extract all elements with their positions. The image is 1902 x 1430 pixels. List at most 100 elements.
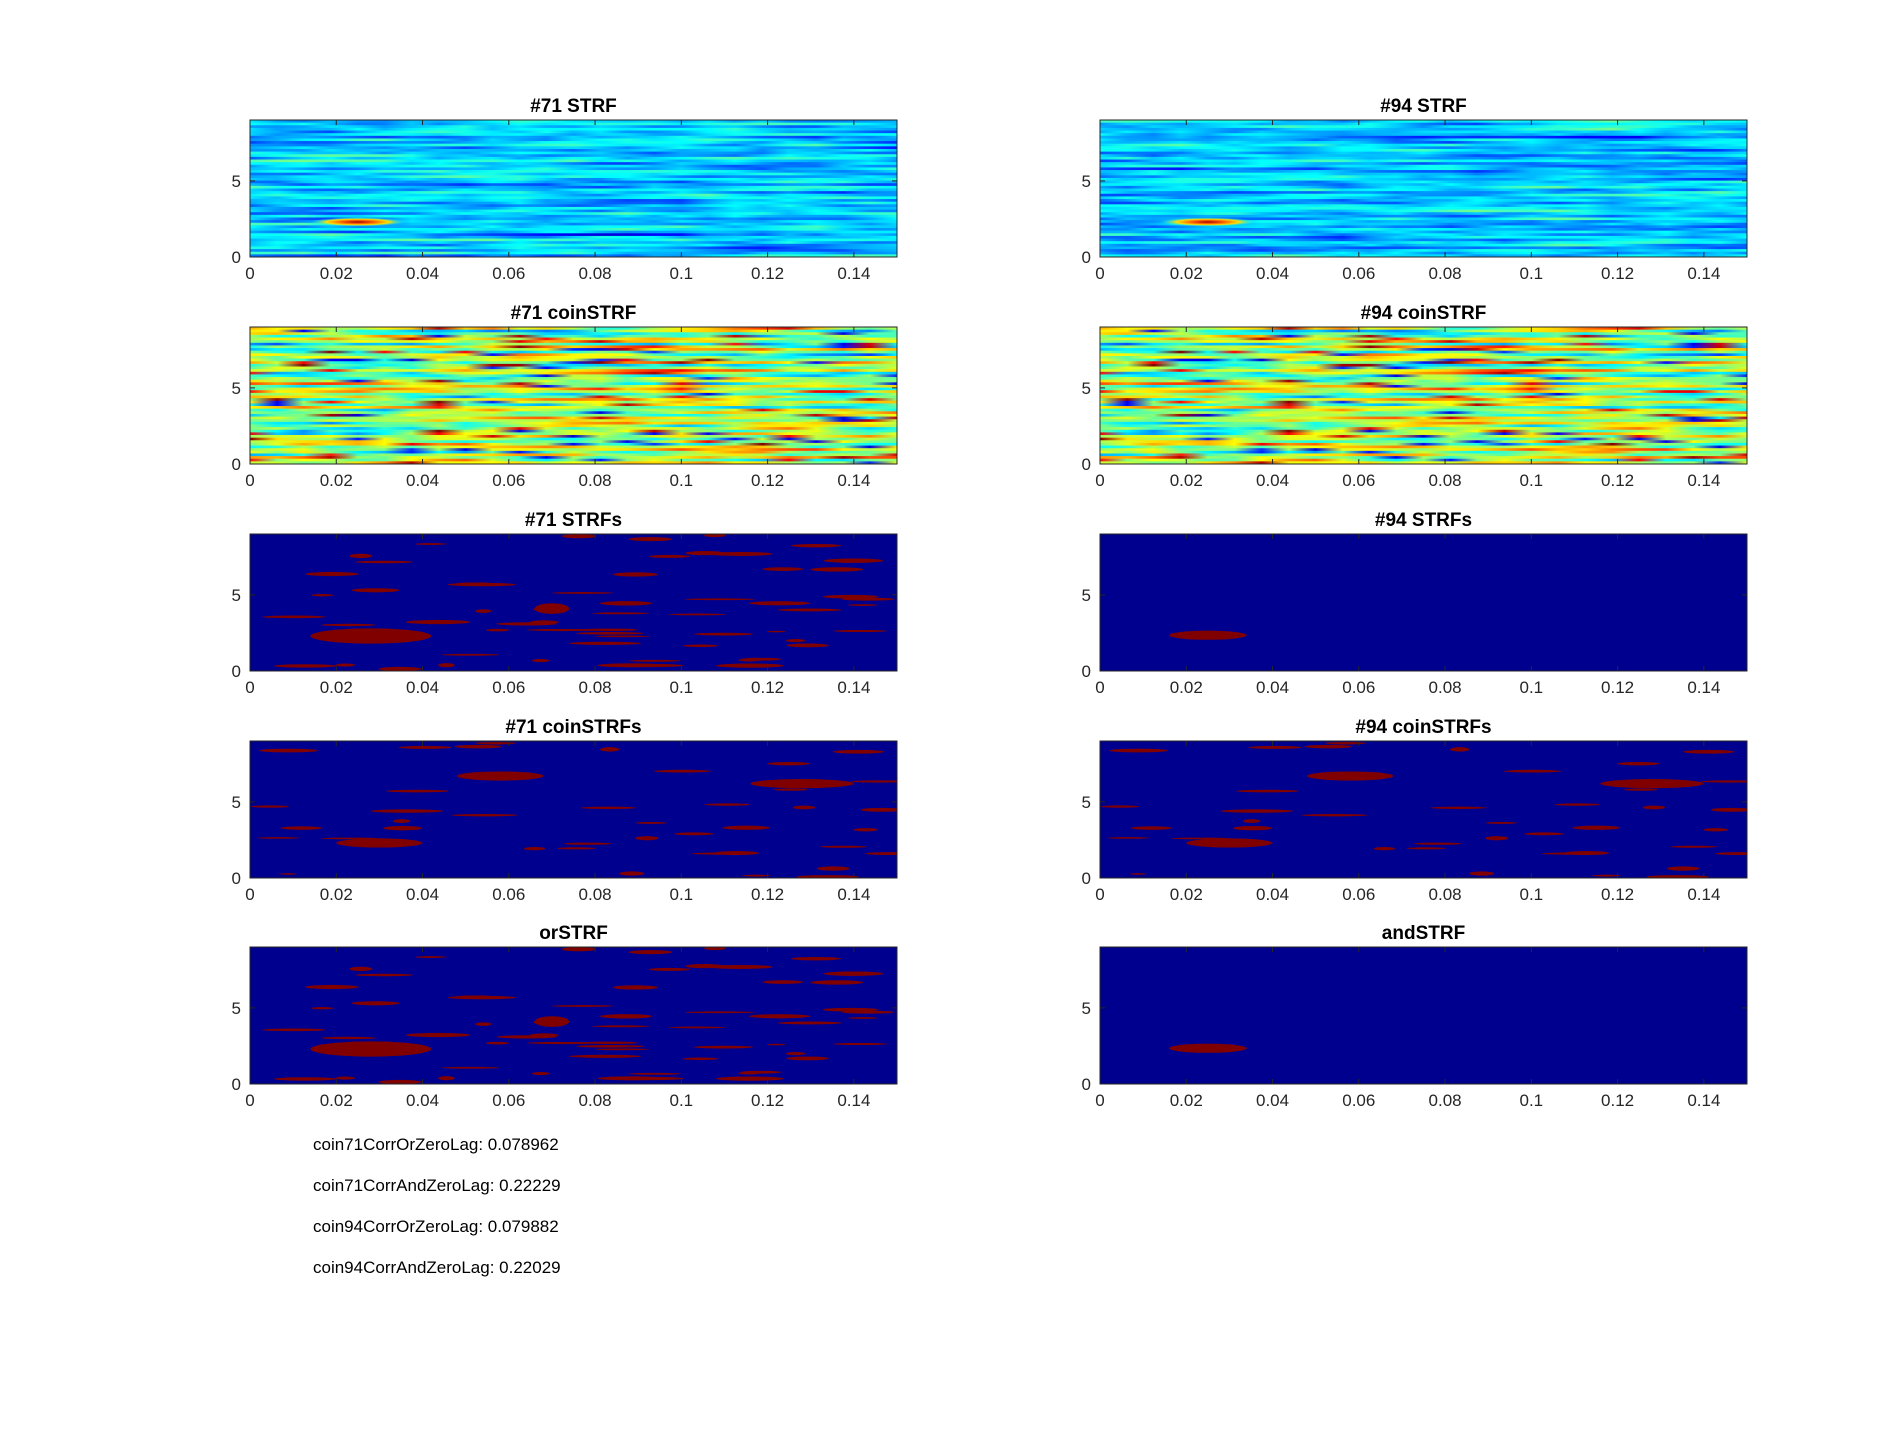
y-tick-label: 5 bbox=[1082, 999, 1091, 1018]
x-tick-label: 0.1 bbox=[670, 1091, 694, 1110]
active-streak bbox=[785, 639, 806, 643]
y-tick-label: 5 bbox=[1082, 379, 1091, 398]
active-streak bbox=[1450, 747, 1470, 752]
active-streak bbox=[635, 821, 668, 824]
subplot-title: #94 coinSTRF bbox=[1361, 303, 1487, 324]
active-streak bbox=[1700, 780, 1747, 783]
active-streak bbox=[822, 1007, 879, 1012]
active-streak bbox=[1503, 769, 1562, 773]
active-streak bbox=[693, 1045, 754, 1049]
x-tick-label: 0.06 bbox=[492, 885, 525, 904]
active-streak bbox=[823, 558, 884, 563]
subplot-4: #71 STRFs 0 0.02 0.04 0.06 0.08 0.1 0.12 0.14 0 5 bbox=[232, 510, 898, 697]
x-tick-label: 0 bbox=[1095, 264, 1104, 283]
active-streak bbox=[305, 571, 359, 577]
subplot-title: #71 coinSTRF bbox=[511, 303, 637, 324]
active-streak bbox=[790, 543, 842, 548]
subplot-title: orSTRF bbox=[539, 923, 608, 944]
x-tick-label: 0.04 bbox=[1256, 1091, 1289, 1110]
x-tick-label: 0.06 bbox=[1342, 471, 1375, 490]
subplot-0: #71 STRF 0 0.02 0.04 0.06 0.08 0.1 0.12 0.14 0 5 bbox=[232, 96, 898, 283]
active-streak bbox=[438, 1076, 455, 1081]
active-streak bbox=[777, 1021, 842, 1025]
y-tick-label: 0 bbox=[1082, 869, 1091, 888]
y-tick-label: 0 bbox=[1082, 662, 1091, 681]
x-tick-label: 0.14 bbox=[1687, 1091, 1720, 1110]
y-tick-label: 0 bbox=[232, 455, 241, 474]
x-tick-label: 0.04 bbox=[1256, 678, 1289, 697]
active-streak bbox=[561, 947, 596, 952]
active-streak bbox=[1304, 744, 1353, 749]
x-tick-label: 0 bbox=[245, 1091, 254, 1110]
active-streak bbox=[454, 744, 503, 749]
active-streak bbox=[568, 1054, 642, 1058]
active-streak bbox=[841, 597, 895, 601]
x-tick-label: 0.08 bbox=[1429, 885, 1462, 904]
heatmap-image bbox=[250, 327, 897, 464]
active-streak bbox=[1623, 788, 1658, 791]
y-tick-label: 5 bbox=[232, 999, 241, 1018]
subplot-title: andSTRF bbox=[1382, 923, 1465, 944]
active-streak bbox=[256, 837, 300, 839]
x-tick-label: 0.12 bbox=[1601, 264, 1634, 283]
x-tick-label: 0.02 bbox=[320, 264, 353, 283]
active-streak bbox=[1669, 845, 1718, 848]
active-streak bbox=[853, 828, 878, 832]
x-tick-label: 0.14 bbox=[837, 678, 870, 697]
active-streak bbox=[833, 749, 885, 754]
active-streak bbox=[1592, 874, 1621, 877]
active-streak bbox=[816, 866, 850, 871]
subplot-8: orSTRF 0 0.02 0.04 0.06 0.08 0.1 0.12 0.14 0 5 bbox=[232, 923, 898, 1110]
heatmap-image bbox=[250, 534, 897, 671]
active-streak bbox=[1108, 748, 1169, 753]
x-tick-label: 0.04 bbox=[1256, 885, 1289, 904]
active-streak bbox=[592, 612, 650, 615]
active-streak bbox=[682, 1057, 719, 1061]
active-streak bbox=[738, 659, 760, 662]
x-tick-label: 0.02 bbox=[1170, 678, 1203, 697]
active-streak bbox=[722, 825, 771, 830]
x-tick-label: 0.1 bbox=[1520, 264, 1544, 283]
x-tick-label: 0 bbox=[1095, 1091, 1104, 1110]
x-tick-label: 0.08 bbox=[1429, 1091, 1462, 1110]
active-streak bbox=[1248, 745, 1303, 749]
active-streak bbox=[822, 594, 879, 599]
active-streak bbox=[1524, 832, 1564, 836]
active-streak bbox=[475, 742, 517, 745]
x-tick-label: 0.02 bbox=[320, 1091, 353, 1110]
x-tick-label: 0 bbox=[245, 471, 254, 490]
x-tick-label: 0.12 bbox=[751, 471, 784, 490]
axes-box bbox=[249, 533, 898, 672]
active-streak bbox=[523, 846, 546, 851]
active-streak bbox=[526, 628, 599, 632]
active-streak bbox=[438, 663, 455, 668]
y-tick-label: 0 bbox=[1082, 1075, 1091, 1094]
active-region bbox=[1169, 630, 1247, 640]
active-streak bbox=[1301, 813, 1368, 817]
active-streak bbox=[777, 608, 842, 612]
y-tick-label: 5 bbox=[232, 793, 241, 812]
x-tick-label: 0.14 bbox=[837, 1091, 870, 1110]
active-streak bbox=[581, 628, 639, 631]
active-streak bbox=[526, 1041, 599, 1045]
active-region bbox=[1169, 1043, 1247, 1053]
active-streak bbox=[496, 1035, 557, 1039]
y-tick-label: 5 bbox=[1082, 172, 1091, 191]
active-streak bbox=[311, 1006, 334, 1010]
active-streak bbox=[405, 619, 471, 625]
active-streak bbox=[415, 956, 447, 958]
active-streak bbox=[349, 553, 373, 559]
active-streak bbox=[796, 875, 859, 878]
active-streak bbox=[1413, 842, 1462, 845]
x-tick-label: 0.12 bbox=[1601, 471, 1634, 490]
x-tick-label: 0.1 bbox=[670, 471, 694, 490]
active-streak bbox=[258, 748, 319, 753]
active-streak bbox=[628, 950, 673, 955]
active-streak bbox=[668, 1026, 727, 1029]
active-streak bbox=[475, 609, 492, 613]
active-streak bbox=[496, 622, 557, 626]
active-streak bbox=[648, 967, 691, 971]
active-region bbox=[534, 603, 570, 614]
active-streak bbox=[748, 1014, 811, 1019]
active-streak bbox=[684, 598, 756, 601]
